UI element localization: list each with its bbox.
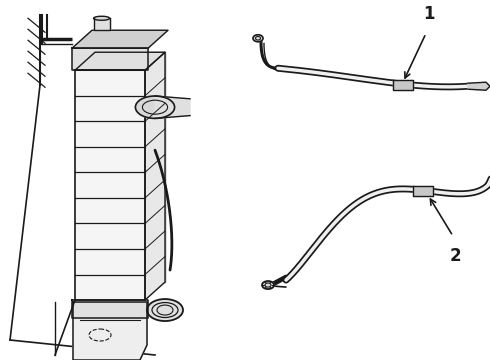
Ellipse shape xyxy=(94,16,110,20)
Polygon shape xyxy=(72,30,168,48)
Polygon shape xyxy=(72,48,148,70)
Polygon shape xyxy=(73,302,147,360)
Polygon shape xyxy=(393,80,413,90)
Polygon shape xyxy=(468,82,490,90)
Ellipse shape xyxy=(262,281,274,289)
Text: 1: 1 xyxy=(423,5,435,23)
Polygon shape xyxy=(72,300,148,318)
Polygon shape xyxy=(75,70,145,300)
Ellipse shape xyxy=(253,35,263,42)
Polygon shape xyxy=(95,52,165,282)
Polygon shape xyxy=(413,186,433,196)
Polygon shape xyxy=(94,18,110,30)
Ellipse shape xyxy=(135,96,174,118)
Polygon shape xyxy=(145,52,165,300)
Text: 2: 2 xyxy=(449,247,461,265)
Polygon shape xyxy=(75,52,165,70)
Ellipse shape xyxy=(147,299,183,321)
Polygon shape xyxy=(155,96,190,118)
